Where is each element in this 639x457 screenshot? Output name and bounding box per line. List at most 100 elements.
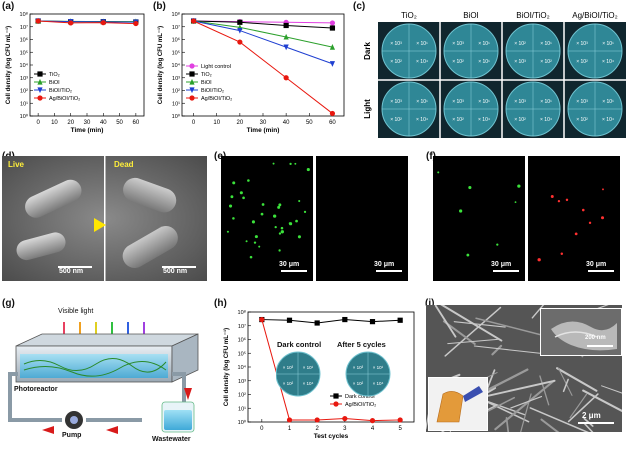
fluorescent-cell xyxy=(306,167,310,172)
panel-label-g: (g) xyxy=(2,298,15,309)
dilution-label: × 10¹ xyxy=(478,99,490,105)
inset-dilution-label: × 10³ xyxy=(283,365,294,370)
fluorescent-cell xyxy=(272,162,275,165)
dilution-label: × 10³ xyxy=(390,41,402,47)
fluorescent-cell xyxy=(230,195,234,199)
fluorescent-cell xyxy=(251,220,256,224)
nanofiber xyxy=(531,305,545,319)
dilution-label: × 10³ xyxy=(576,99,588,105)
data-point xyxy=(369,418,376,424)
y-tick-label: 10¹ xyxy=(20,101,28,107)
panel-label-i: (i) xyxy=(425,298,435,309)
x-axis-label: Time (min) xyxy=(71,127,104,134)
fluorescent-cell xyxy=(226,230,229,233)
legend-entry: BiOI/TiO₂ xyxy=(49,88,72,94)
fluorescent-cell xyxy=(601,216,605,220)
dilution-label: × 10¹ xyxy=(478,41,490,47)
inset-scale-bar xyxy=(587,345,613,347)
dilution-label: × 10³ xyxy=(390,99,402,105)
yellow-arrow-icon xyxy=(94,218,106,232)
data-point xyxy=(283,44,289,51)
legend-marker xyxy=(189,71,195,77)
data-point xyxy=(190,18,197,24)
dilution-label: × 10⁴ xyxy=(416,117,428,123)
data-point xyxy=(314,417,320,423)
legend-entry: BiOI xyxy=(201,80,212,86)
x-tick-label: 0 xyxy=(260,426,264,432)
dead-label: Dead xyxy=(114,160,134,169)
y-tick-label: 10⁰ xyxy=(238,419,247,426)
fluorescent-cell xyxy=(261,203,265,206)
x-tick-label: 0 xyxy=(36,120,40,126)
x-tick-label: 50 xyxy=(306,120,313,126)
fluor-e-dead: 30 μm xyxy=(316,156,408,281)
inset-zoom-svg xyxy=(541,309,621,355)
plates-svg: TiO₂ BiOI BiOI/TiO₂ Ag/BiOI/TiO₂ Dark Light × … xyxy=(363,11,626,138)
fluorescent-cell xyxy=(288,222,291,225)
dilution-label: × 10³ xyxy=(576,41,588,47)
series-line xyxy=(193,20,333,29)
scale-label-f1: 30 μm xyxy=(491,261,512,268)
fluorescent-cell xyxy=(514,201,517,204)
fluorescent-cell xyxy=(247,179,250,182)
fluorescent-cell xyxy=(537,258,541,262)
dilution-label: × 10⁴ xyxy=(602,117,614,123)
x-tick-label: 30 xyxy=(84,120,91,126)
nanofiber xyxy=(440,305,503,342)
plate-row-label: Light xyxy=(363,99,372,119)
y-tick-label: 10⁸ xyxy=(238,309,246,316)
data-point xyxy=(342,316,348,323)
plate-column-label: TiO₂ xyxy=(401,11,417,20)
legend-marker xyxy=(333,401,339,407)
data-point xyxy=(329,25,336,31)
y-tick-label: 10² xyxy=(20,89,28,95)
data-point xyxy=(35,18,41,24)
sem-live-dead: Live Dead 500 nm 500 nm xyxy=(2,156,207,281)
fluorescent-cell xyxy=(228,204,233,208)
x-tick-label: 20 xyxy=(237,120,244,126)
panel-label-f: (f) xyxy=(426,151,436,162)
scale-bar-e2 xyxy=(376,270,402,272)
nanofiber xyxy=(473,345,551,355)
panel-label-a: (a) xyxy=(2,1,15,12)
data-point xyxy=(133,20,139,27)
x-tick-label: 0 xyxy=(192,120,196,126)
y-tick-label: 10¹ xyxy=(238,406,246,412)
data-point xyxy=(259,316,265,323)
y-tick-label: 10⁴ xyxy=(20,62,29,69)
dilution-label: × 10¹ xyxy=(478,59,490,65)
legend-entry: Ag/BiOI/TiO₂ xyxy=(201,96,232,102)
dilution-label: × 10² xyxy=(576,117,588,123)
fluorescent-cell xyxy=(298,199,301,203)
x-axis-label: Test cycles xyxy=(314,433,349,440)
visible-light-label: Visible light xyxy=(58,308,94,315)
dilution-label: × 10⁴ xyxy=(478,117,490,123)
scale-bar-f2 xyxy=(588,270,614,272)
green-dots-f xyxy=(437,171,521,257)
fluorescent-cell xyxy=(277,205,281,209)
plate-row-label: Dark xyxy=(363,42,372,60)
scale-label-left: 500 nm xyxy=(59,268,84,275)
fluorescent-cell xyxy=(557,199,561,203)
legend-marker xyxy=(333,393,339,399)
nanofiber xyxy=(453,321,506,328)
nanofiber xyxy=(539,375,550,406)
plate-grid: TiO₂ BiOI BiOI/TiO₂ Ag/BiOI/TiO₂ Dark Light × … xyxy=(362,8,637,148)
scale-label-e1: 30 μm xyxy=(279,261,300,268)
data-point xyxy=(283,22,289,29)
chart-h: 10⁰ 10¹ 10² 10³ 10⁴ 10⁵ 10⁶ 10⁷ 10⁸ 0 1 2 3 4 5 Test cy… xyxy=(223,309,415,440)
plate-column-label: BiOI/TiO₂ xyxy=(516,11,549,20)
fluorescent-cell xyxy=(289,162,292,166)
nanofiber xyxy=(567,393,599,423)
fluorescent-cell xyxy=(459,209,463,213)
legend-marker xyxy=(189,63,195,69)
fluorescent-cell xyxy=(280,226,284,230)
y-tick-label: 10⁸ xyxy=(172,11,180,18)
data-point xyxy=(286,317,293,323)
nanofiber xyxy=(494,379,555,431)
nanofiber xyxy=(594,305,609,311)
y-tick-label: 10³ xyxy=(172,76,180,82)
dilution-label: × 10¹ xyxy=(602,41,614,47)
fluorescent-cell xyxy=(258,245,261,248)
legend-entry: Dark control xyxy=(345,394,375,400)
